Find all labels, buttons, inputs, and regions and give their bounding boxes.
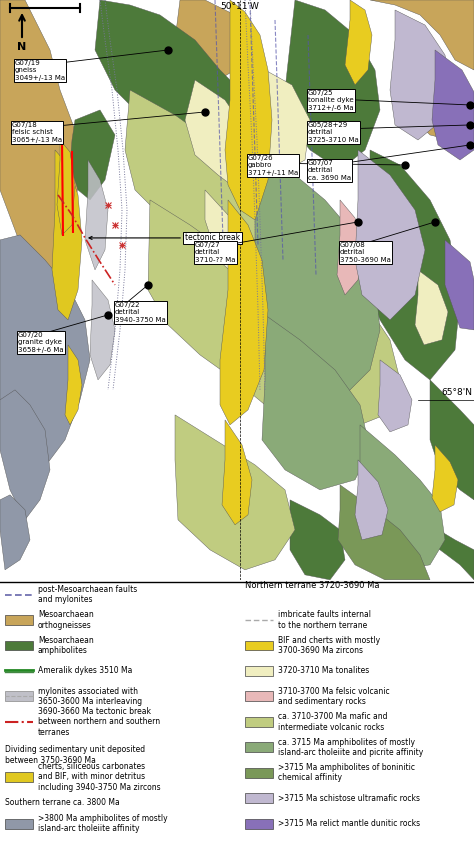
Text: 3690-3660 Ma tectonic break
between northern and southern
terranes: 3690-3660 Ma tectonic break between nort… <box>38 707 160 737</box>
Polygon shape <box>355 425 445 570</box>
Polygon shape <box>338 484 430 580</box>
Polygon shape <box>90 280 115 380</box>
Text: Northern terrane 3720-3690 Ma: Northern terrane 3720-3690 Ma <box>245 581 380 589</box>
Bar <box>5 819 33 829</box>
Polygon shape <box>415 95 455 140</box>
Bar <box>5 641 33 650</box>
Polygon shape <box>290 500 345 580</box>
Text: ca. 3715 Ma amphibolites of mostly
island-arc tholeiite and picrite affinity: ca. 3715 Ma amphibolites of mostly islan… <box>278 738 423 757</box>
Text: 65°8'N: 65°8'N <box>441 388 472 397</box>
Text: Ameralik dykes 3510 Ma: Ameralik dykes 3510 Ma <box>38 667 132 675</box>
Text: >3800 Ma amphibolites of mostly
island-arc tholeiite affinity: >3800 Ma amphibolites of mostly island-a… <box>38 814 168 833</box>
Polygon shape <box>445 240 474 330</box>
Text: >3715 Ma relict mantle dunitic rocks: >3715 Ma relict mantle dunitic rocks <box>278 819 420 828</box>
Polygon shape <box>148 200 295 405</box>
Polygon shape <box>345 0 372 85</box>
Bar <box>245 794 273 803</box>
Bar <box>245 691 273 701</box>
Polygon shape <box>410 520 474 580</box>
Polygon shape <box>185 80 248 190</box>
Polygon shape <box>57 140 75 235</box>
Text: cherts, siliceous carbonates
and BIF, with minor detritus
including 3940-3750 Ma: cherts, siliceous carbonates and BIF, wi… <box>38 762 161 791</box>
Text: 3710-3700 Ma felsic volcanic
and sedimentary rocks: 3710-3700 Ma felsic volcanic and sedimen… <box>278 686 390 706</box>
Polygon shape <box>355 460 388 539</box>
Polygon shape <box>262 70 310 175</box>
Polygon shape <box>175 0 245 85</box>
Text: post-Mesoarchaean faults
and mylonites: post-Mesoarchaean faults and mylonites <box>38 585 137 604</box>
Polygon shape <box>125 90 310 315</box>
Text: G07/07
detrital
ca. 3690 Ma: G07/07 detrital ca. 3690 Ma <box>308 160 351 181</box>
Bar <box>245 666 273 676</box>
Polygon shape <box>222 420 252 525</box>
Polygon shape <box>337 200 362 295</box>
Bar <box>5 615 33 624</box>
Bar <box>245 641 273 650</box>
Polygon shape <box>415 270 448 345</box>
Polygon shape <box>235 100 265 195</box>
Polygon shape <box>220 200 268 425</box>
Polygon shape <box>285 0 380 170</box>
Bar <box>5 771 33 782</box>
Polygon shape <box>205 190 240 275</box>
Polygon shape <box>0 235 90 480</box>
Polygon shape <box>370 0 474 70</box>
Bar <box>5 691 33 701</box>
Polygon shape <box>0 390 50 520</box>
Polygon shape <box>65 345 82 425</box>
Polygon shape <box>70 110 115 200</box>
Polygon shape <box>430 380 474 500</box>
Polygon shape <box>52 150 82 320</box>
Polygon shape <box>390 10 450 140</box>
Polygon shape <box>432 50 474 160</box>
Polygon shape <box>378 360 412 432</box>
Text: BIF and cherts with mostly
3700-3690 Ma zircons: BIF and cherts with mostly 3700-3690 Ma … <box>278 636 380 655</box>
Polygon shape <box>85 160 108 270</box>
Text: mylonites associated with
3650-3600 Ma interleaving: mylonites associated with 3650-3600 Ma i… <box>38 686 142 706</box>
Text: >3715 Ma amphibolites of boninitic
chemical affinity: >3715 Ma amphibolites of boninitic chemi… <box>278 763 415 783</box>
Polygon shape <box>355 150 425 320</box>
Text: G07/27
detrital
3710-?? Ma: G07/27 detrital 3710-?? Ma <box>195 242 236 263</box>
Bar <box>245 819 273 829</box>
Text: Dividing sedimentary unit deposited
between 3750-3690 Ma: Dividing sedimentary unit deposited betw… <box>5 746 145 765</box>
Text: G05/28+29
detrital
3725-3710 Ma: G05/28+29 detrital 3725-3710 Ma <box>308 122 359 143</box>
Polygon shape <box>262 315 370 490</box>
Text: G07/26
gabbro
3717+/-11 Ma: G07/26 gabbro 3717+/-11 Ma <box>248 155 298 176</box>
Text: Mesoarchaean
amphibolites: Mesoarchaean amphibolites <box>38 636 94 655</box>
Text: >3715 Ma schistose ultramafic rocks: >3715 Ma schistose ultramafic rocks <box>278 794 420 803</box>
Polygon shape <box>255 150 380 395</box>
Polygon shape <box>0 495 30 570</box>
Text: G07/19
gneiss
3049+/-13 Ma: G07/19 gneiss 3049+/-13 Ma <box>15 60 65 81</box>
Polygon shape <box>225 0 272 220</box>
Text: 50°11'W: 50°11'W <box>220 2 259 11</box>
Text: G07/25
tonalite dyke
3712+/-6 Ma: G07/25 tonalite dyke 3712+/-6 Ma <box>308 90 354 111</box>
Polygon shape <box>365 150 460 380</box>
Text: imbricate faults internal
to the northern terrane: imbricate faults internal to the norther… <box>278 610 371 630</box>
Text: G07/22
detrital
3940-3750 Ma: G07/22 detrital 3940-3750 Ma <box>115 302 166 323</box>
Text: Southern terrane ca. 3800 Ma: Southern terrane ca. 3800 Ma <box>5 798 120 807</box>
Text: Mesoarchaean
orthogneisses: Mesoarchaean orthogneisses <box>38 610 94 630</box>
Polygon shape <box>175 415 295 570</box>
Bar <box>245 717 273 727</box>
Polygon shape <box>0 0 80 290</box>
Text: G07/08
detrital
3750-3690 Ma: G07/08 detrital 3750-3690 Ma <box>340 242 391 263</box>
Text: ca. 3710-3700 Ma mafic and
intermediate volcanic rocks: ca. 3710-3700 Ma mafic and intermediate … <box>278 712 388 732</box>
Text: G07/20
granite dyke
3658+/-6 Ma: G07/20 granite dyke 3658+/-6 Ma <box>18 332 64 353</box>
Polygon shape <box>95 0 265 180</box>
Text: 3720-3710 Ma tonalites: 3720-3710 Ma tonalites <box>278 667 369 675</box>
Text: 500 m: 500 m <box>29 0 61 2</box>
Text: tectonic break: tectonic break <box>89 234 240 242</box>
Text: N: N <box>18 42 27 52</box>
Bar <box>245 742 273 752</box>
Text: G07/18
felsic schist
3065+/-13 Ma: G07/18 felsic schist 3065+/-13 Ma <box>12 122 62 143</box>
Polygon shape <box>305 260 400 425</box>
Polygon shape <box>432 445 458 512</box>
Bar <box>245 768 273 777</box>
